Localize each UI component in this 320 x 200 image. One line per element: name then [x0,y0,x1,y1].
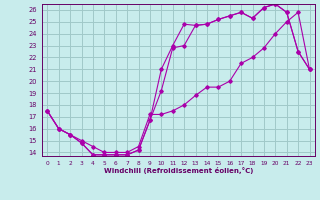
X-axis label: Windchill (Refroidissement éolien,°C): Windchill (Refroidissement éolien,°C) [104,167,253,174]
